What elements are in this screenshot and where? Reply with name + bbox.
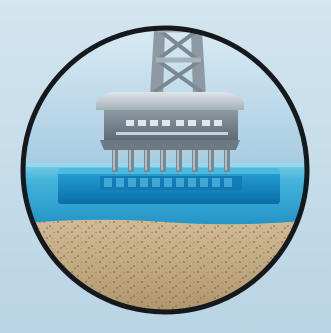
frame-ring [20, 25, 310, 315]
platform-deck-icon [96, 92, 244, 172]
pontoon-icon [58, 168, 280, 204]
